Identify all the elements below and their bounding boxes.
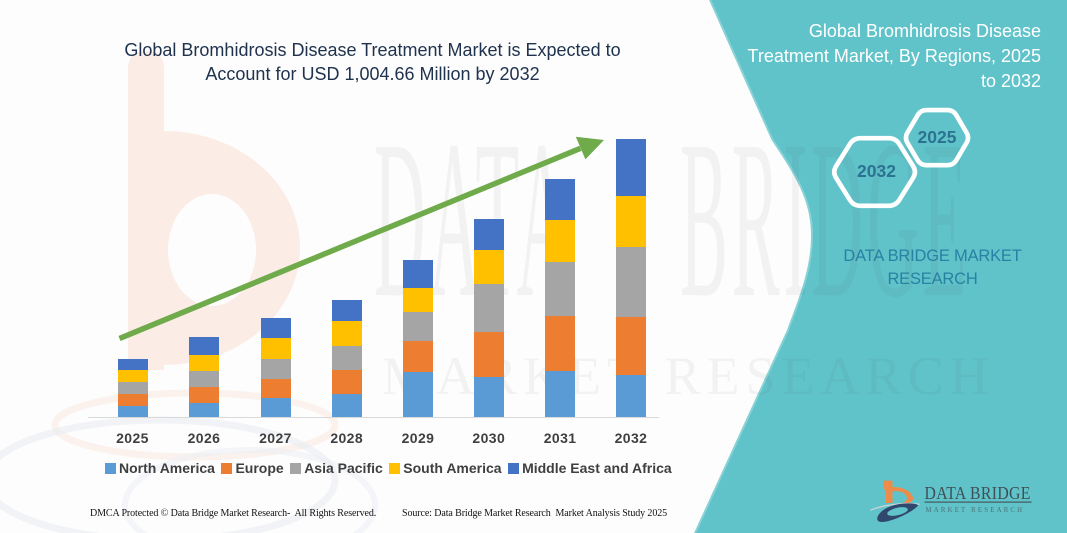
svg-text:MARKET RESEARCH: MARKET RESEARCH [926,507,1025,514]
svg-text:DATA BRIDGE: DATA BRIDGE [925,483,1031,503]
